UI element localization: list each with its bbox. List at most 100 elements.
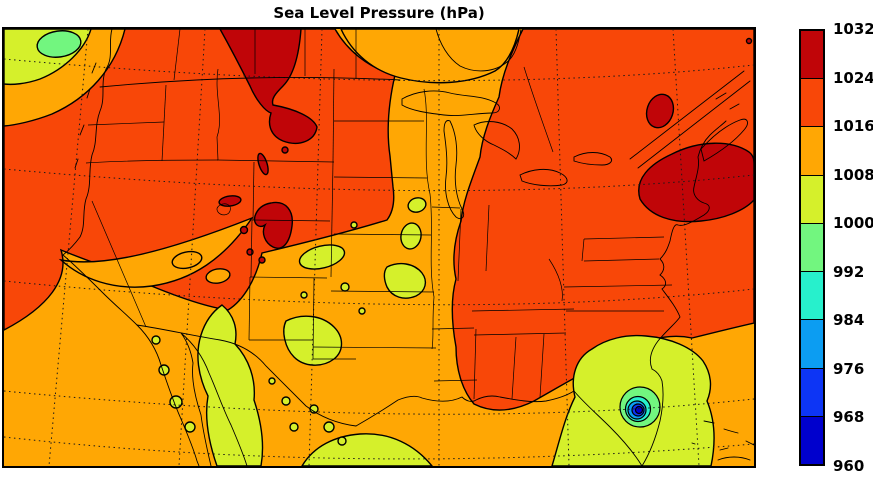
parallel-line: [4, 168, 754, 192]
state-border: [431, 206, 461, 209]
colorbar-segment: [801, 271, 823, 320]
state-border: [216, 68, 220, 161]
pressure-map: [2, 27, 756, 468]
colorbar-segment: [801, 174, 823, 223]
colorbar-tick-label: 984: [833, 311, 865, 330]
colorbar-segment: [801, 222, 823, 272]
contour-speck: [281, 146, 289, 154]
state-border: [433, 379, 478, 382]
cyclone-rings: [619, 386, 661, 428]
state-border: [457, 208, 462, 282]
contour-pocket: [171, 250, 203, 270]
contour-speck: [151, 335, 161, 345]
colorbar-tick-labels: 1032 1024 1016 1008 1000 992 984 976 968 960: [833, 20, 873, 475]
colorbar-tick-label: 960: [833, 457, 865, 475]
parallel-line: [4, 280, 754, 306]
contour-blob: [400, 222, 422, 250]
parallel-line: [4, 436, 754, 460]
colorbar-segment: [801, 367, 823, 416]
colorbar-tick-label: 992: [833, 262, 865, 281]
contour-speck: [268, 377, 276, 385]
state-border: [312, 277, 315, 360]
contour-regions-1024-1032: [218, 29, 754, 264]
contour-region-vermont-high: [645, 93, 675, 129]
lake-ontario: [573, 152, 613, 166]
baja-coastline: [136, 324, 200, 466]
contour-speck: [350, 221, 358, 229]
colorbar-segment: [801, 415, 823, 464]
state-border: [161, 84, 167, 162]
coastlines: [62, 29, 754, 466]
contour-speck: [257, 152, 269, 176]
state-border: [539, 333, 545, 398]
contour-pocket: [205, 268, 231, 284]
lake-michigan: [443, 120, 465, 220]
bc-islands: [74, 62, 97, 169]
colorbar-segment: [801, 31, 823, 79]
contour-blob: [298, 244, 346, 270]
colorbar-segment: [801, 126, 823, 175]
contour-speck: [358, 307, 366, 315]
province-border: [173, 29, 181, 81]
state-border: [583, 258, 660, 262]
colorbar-segment: [801, 78, 823, 127]
colorbar: [799, 29, 825, 466]
lake-erie: [519, 168, 568, 187]
state-border: [330, 290, 435, 293]
colorbar-tick-label: 1032: [833, 20, 873, 38]
state-borders: [85, 29, 673, 400]
state-border: [330, 161, 334, 278]
state-border: [473, 328, 477, 400]
contour-region-nw-corner-core: [36, 30, 82, 58]
state-border: [252, 161, 255, 221]
gulf-coastline: [355, 390, 575, 427]
state-border: [248, 276, 251, 341]
us-mexico-border: [136, 324, 357, 427]
state-border: [332, 68, 335, 163]
contour-speck: [184, 421, 196, 433]
state-border: [249, 276, 328, 279]
nova-scotia-coastline: [700, 118, 748, 162]
state-border: [581, 238, 585, 262]
contour-speck: [323, 421, 335, 433]
colorbar-tick-label: 968: [833, 408, 865, 427]
state-border: [312, 346, 437, 349]
colorbar-tick-label: 1008: [833, 165, 873, 184]
state-border: [87, 121, 165, 126]
florida-coastline: [573, 368, 664, 466]
colorbar-tick-label: 1016: [833, 117, 873, 136]
state-border: [333, 176, 428, 179]
state-border: [473, 332, 567, 336]
contour-region-saskatchewan-high: [219, 29, 318, 145]
colorbar-tick-label: 976: [833, 359, 865, 378]
contour-speck: [239, 225, 249, 235]
contour-region-nevada-wedge: [58, 216, 254, 288]
contour-speck: [246, 248, 254, 256]
contour-speck: [289, 422, 299, 432]
contour-map-svg: [4, 29, 754, 466]
state-border: [250, 219, 253, 278]
st-lawrence-river: [629, 70, 751, 169]
state-border: [485, 204, 490, 272]
parallel-line: [4, 390, 754, 415]
pacific-coastline: [62, 29, 138, 326]
contour-region-hudson-tongue: [340, 29, 520, 84]
contour-speck: [281, 396, 291, 406]
state-border: [548, 258, 563, 302]
state-border: [511, 336, 517, 400]
contour-region-colorado-high: [253, 201, 293, 249]
colorbar-tick-label: 1000: [833, 214, 873, 233]
lake-superior: [401, 90, 500, 116]
contour-regions-992-1000: [36, 30, 82, 58]
province-border: [523, 66, 554, 153]
hudson-bay-coastline: [435, 29, 522, 72]
caribbean-islands: [691, 420, 754, 461]
atlantic-coastline: [649, 120, 727, 370]
contour-blob: [407, 197, 427, 213]
state-border: [251, 219, 331, 222]
state-border: [85, 159, 219, 164]
state-border: [583, 236, 665, 240]
graticule: [4, 29, 754, 466]
lake-huron: [473, 121, 520, 160]
figure-title: Sea Level Pressure (hPa): [273, 4, 485, 22]
